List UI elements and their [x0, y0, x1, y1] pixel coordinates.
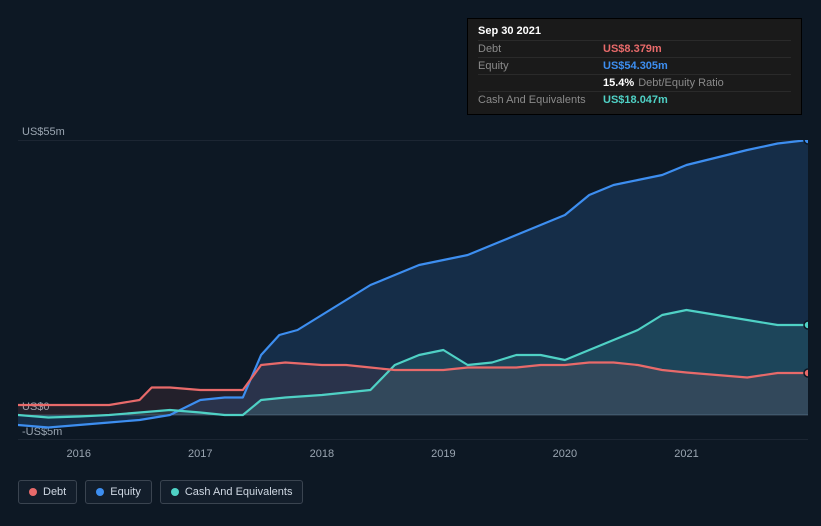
- legend-item-label: Equity: [110, 486, 141, 498]
- x-axis: 2016 2017 2018 2019 2020 2021: [18, 448, 808, 468]
- legend-dot-icon: [29, 488, 37, 496]
- tooltip-row-suffix: Debt/Equity Ratio: [638, 77, 724, 89]
- tooltip: Sep 30 2021 DebtUS$8.379mEquityUS$54.305…: [467, 18, 802, 115]
- tooltip-row: Cash And EquivalentsUS$18.047m: [478, 91, 791, 108]
- legend-item-label: Debt: [43, 486, 66, 498]
- x-axis-label: 2019: [431, 448, 455, 460]
- x-axis-label: 2018: [310, 448, 334, 460]
- tooltip-row: EquityUS$54.305m: [478, 57, 791, 74]
- line-area-chart: [18, 140, 808, 440]
- legend-item-cash[interactable]: Cash And Equivalents: [160, 480, 304, 504]
- x-axis-label: 2017: [188, 448, 212, 460]
- x-axis-label: 2021: [674, 448, 698, 460]
- tooltip-row-label: Debt: [478, 43, 603, 55]
- legend-dot-icon: [171, 488, 179, 496]
- tooltip-row-value: 15.4%Debt/Equity Ratio: [603, 77, 724, 89]
- legend-item-debt[interactable]: Debt: [18, 480, 77, 504]
- tooltip-row-value: US$8.379m: [603, 43, 662, 55]
- tooltip-row-label: Cash And Equivalents: [478, 94, 603, 106]
- legend-dot-icon: [96, 488, 104, 496]
- tooltip-row-label: Equity: [478, 60, 603, 72]
- x-axis-label: 2020: [553, 448, 577, 460]
- tooltip-row-label: [478, 77, 603, 89]
- chart-area: [18, 140, 808, 440]
- legend-item-label: Cash And Equivalents: [185, 486, 293, 498]
- tooltip-row: DebtUS$8.379m: [478, 40, 791, 57]
- tooltip-row: 15.4%Debt/Equity Ratio: [478, 74, 791, 91]
- legend-item-equity[interactable]: Equity: [85, 480, 152, 504]
- tooltip-row-value: US$54.305m: [603, 60, 668, 72]
- legend: Debt Equity Cash And Equivalents: [18, 480, 303, 504]
- tooltip-row-value: US$18.047m: [603, 94, 668, 106]
- tooltip-date: Sep 30 2021: [478, 25, 791, 37]
- x-axis-label: 2016: [67, 448, 91, 460]
- y-axis-label: US$55m: [22, 126, 65, 138]
